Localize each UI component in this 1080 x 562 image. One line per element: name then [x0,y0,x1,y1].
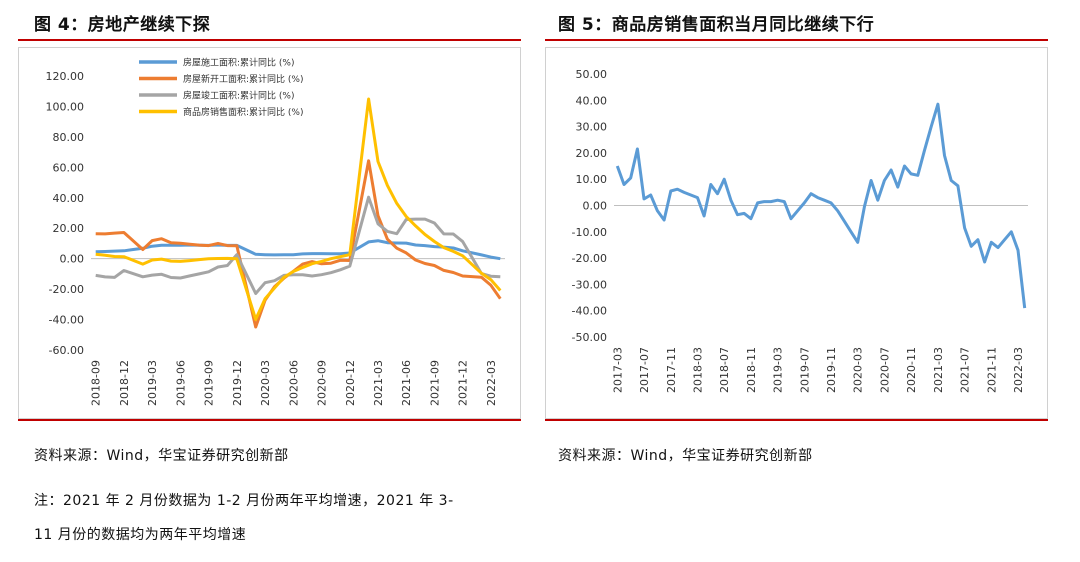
right-chart-frame: 50.00 40.00 30.00 20.00 10.00 0.00 -10.00 -20.0… [545,47,1048,419]
x-tick-label: 2021-03 [372,360,385,406]
x-tick-label: 2018-07 [718,347,731,393]
x-tick-label: 2022-03 [1012,347,1025,393]
x-tick-label: 2019-09 [203,360,216,406]
y-tick-label: -60.00 [49,344,84,357]
x-tick-label: 2019-07 [798,347,811,393]
left-chart-title: 图 4：房地产继续下探 [34,15,211,35]
left-line-chart: 120.00 100.00 80.00 60.00 40.00 20.00 0.00 -20.… [46,57,505,406]
y-tick-label: 100.00 [46,100,85,113]
left-note-line2: 11 月份的数据均为两年平均增速 [34,527,247,543]
x-tick-label: 2018-03 [691,347,704,393]
y-tick-label: 40.00 [53,192,85,205]
x-tick-label: 2018-09 [90,360,103,406]
right-title-rule [545,39,1048,41]
x-tick-label: 2019-03 [772,347,785,393]
right-bottom-rule [545,419,1048,421]
x-tick-label: 2020-09 [316,360,329,406]
x-tick-label: 2018-11 [745,347,758,393]
legend-label: 商品房销售面积:累计同比 (%) [183,106,303,118]
x-tick-label: 2021-12 [457,360,470,406]
y-tick-label: -30.00 [572,278,607,291]
series-line-1 [615,102,1027,309]
x-tick-label: 2019-03 [146,360,159,406]
y-tick-label: 80.00 [53,131,85,144]
x-tick-label: 2021-07 [959,347,972,393]
y-tick-label: 10.00 [576,173,608,186]
x-tick-label: 2021-11 [985,347,998,393]
y-tick-label: 60.00 [53,161,85,174]
y-tick-label: 120.00 [46,70,85,83]
x-tick-label: 2020-03 [259,360,272,406]
series-line-2 [95,159,502,329]
x-tick-label: 2017-07 [638,347,651,393]
left-source: 资料来源：Wind，华宝证券研究创新部 [34,448,289,464]
legend-label: 房屋施工面积:累计同比 (%) [183,57,294,69]
y-tick-label: -20.00 [572,252,607,265]
right-chart-title: 图 5：商品房销售面积当月同比继续下行 [558,15,875,35]
y-tick-label: -20.00 [49,283,84,296]
y-tick-label: 30.00 [576,121,608,134]
y-tick-label: -40.00 [572,305,607,318]
x-tick-label: 2020-06 [287,360,300,406]
x-tick-label: 2018-12 [118,360,131,406]
right-source: 资料来源：Wind，华宝证券研究创新部 [558,448,813,464]
series-line-3 [95,195,501,295]
x-tick-label: 2021-03 [932,347,945,393]
left-chart-frame: 120.00 100.00 80.00 60.00 40.00 20.00 0.00 -20.… [18,47,521,419]
series-line-4 [95,97,502,321]
x-tick-label: 2021-09 [428,360,441,406]
y-tick-label: 40.00 [576,94,608,107]
x-tick-label: 2021-06 [400,360,413,406]
y-tick-label: 0.00 [60,253,85,266]
x-tick-label: 2020-11 [905,347,918,393]
x-tick-label: 2022-03 [485,360,498,406]
left-note-line1: 注：2021 年 2 月份数据为 1-2 月份两年平均增速，2021 年 3- [34,493,454,509]
left-bottom-rule [18,419,521,421]
y-tick-label: 50.00 [576,68,608,81]
x-tick-label: 2017-11 [665,347,678,393]
y-tick-label: -40.00 [49,314,84,327]
legend-label: 房屋竣工面积:累计同比 (%) [183,90,294,102]
x-tick-label: 2019-12 [231,360,244,406]
y-tick-label: -10.00 [572,226,607,239]
series-line-1 [95,239,501,261]
x-tick-label: 2020-03 [852,347,865,393]
x-tick-label: 2020-12 [344,360,357,406]
y-tick-label: 0.00 [583,200,608,213]
x-tick-label: 2019-11 [825,347,838,393]
y-tick-label: 20.00 [576,147,608,160]
x-tick-label: 2017-03 [611,347,624,393]
x-tick-label: 2019-06 [174,360,187,406]
legend-label: 房屋新开工面积:累计同比 (%) [183,73,303,85]
right-line-chart: 50.00 40.00 30.00 20.00 10.00 0.00 -10.00 -20.0… [572,68,1028,393]
y-tick-label: 20.00 [53,222,85,235]
y-tick-label: -50.00 [572,331,607,344]
x-tick-label: 2020-07 [878,347,891,393]
left-title-rule [18,39,521,41]
